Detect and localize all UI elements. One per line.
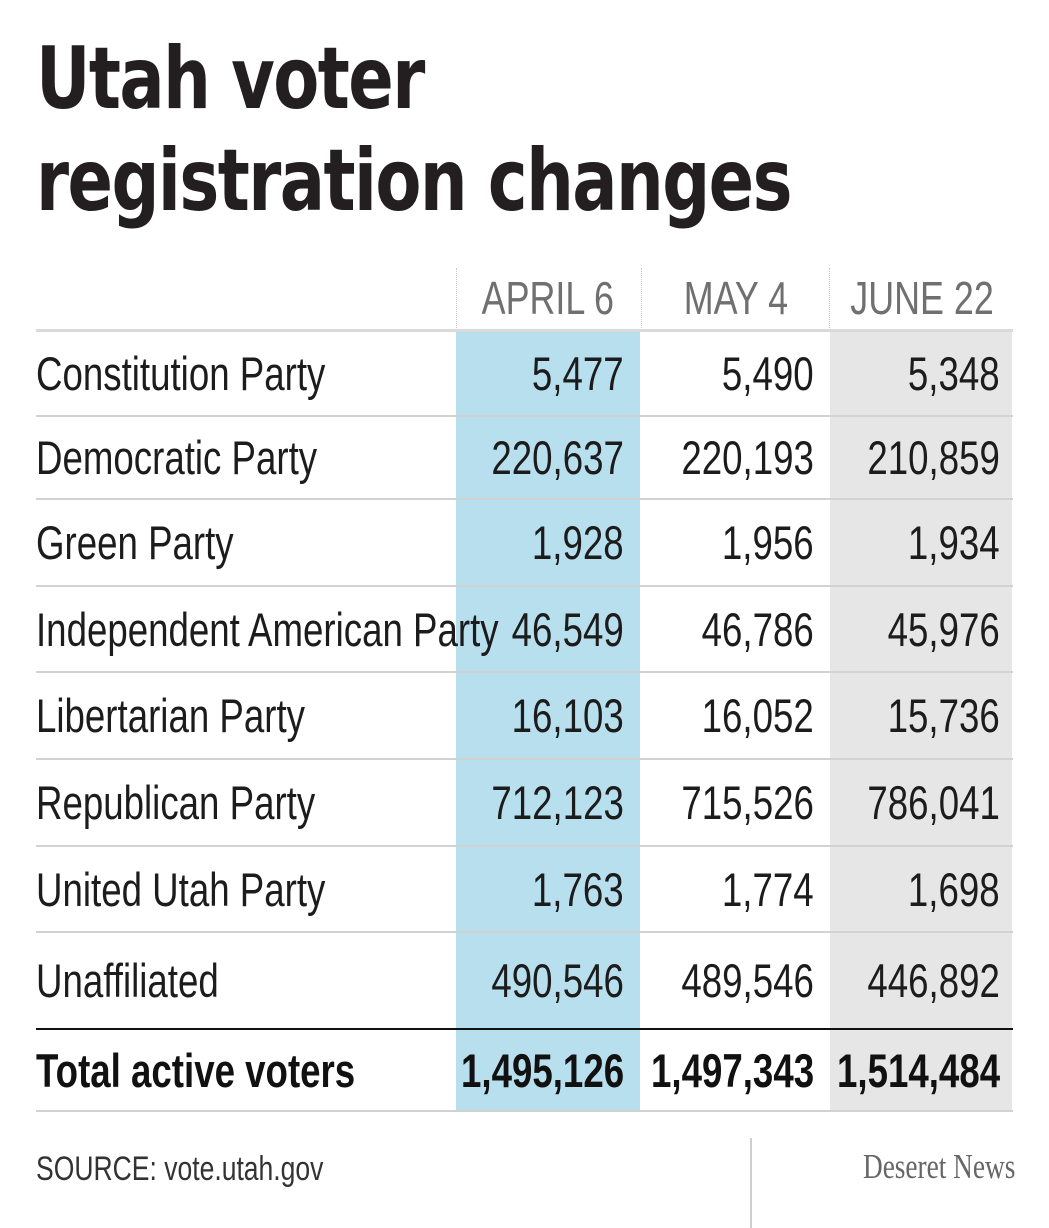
column-header-may: MAY 4 [683,272,789,324]
cell-june: 1,934 [908,516,1000,569]
row-label: Constitution Party [36,347,326,400]
cell-may: 1,774 [722,862,814,916]
total-june: 1,514,484 [836,1043,1000,1097]
row-label: Green Party [36,516,234,569]
cell-april: 490,546 [491,954,624,1007]
title-line-2: registration changes [36,131,793,231]
table-row: Independent American Party 46,549 46,786… [36,587,1013,671]
total-label: Total active voters [36,1043,356,1097]
source-note: SOURCE: vote.utah.gov [36,1150,324,1188]
june-column-highlight [830,330,1012,1111]
table-row: Constitution Party 5,477 5,490 5,348 [36,332,1013,415]
bottom-rule [36,1110,1013,1112]
cell-may: 220,193 [681,431,814,484]
cell-april: 220,637 [491,431,624,484]
table-row: Green Party 1,928 1,956 1,934 [36,500,1013,585]
table-row: United Utah Party 1,763 1,774 1,698 [36,847,1013,931]
cell-june: 15,736 [887,689,1000,742]
total-may: 1,497,343 [650,1043,814,1097]
cell-april: 712,123 [491,776,624,829]
cell-may: 489,546 [681,954,814,1007]
cell-may: 46,786 [701,602,814,656]
row-label: Unaffiliated [36,954,219,1007]
table-row: Republican Party 712,123 715,526 786,041 [36,760,1013,845]
cell-april: 1,763 [532,862,624,916]
row-divider [36,931,1013,933]
deseret-news-logo: Deseret News [862,1147,1015,1186]
cell-may: 16,052 [701,689,814,742]
cell-may: 715,526 [681,776,814,829]
cell-april: 16,103 [511,689,624,742]
row-label: United Utah Party [36,862,326,916]
cell-june: 1,698 [908,862,1000,916]
table-row: Libertarian Party 16,103 16,052 15,736 [36,673,1013,758]
row-divider [36,845,1013,847]
header-divider [829,268,830,330]
cell-may: 5,490 [722,347,814,400]
column-header-june: JUNE 22 [850,272,994,324]
table-row: Democratic Party 220,637 220,193 210,859 [36,417,1013,498]
cell-june: 45,976 [887,602,1000,656]
row-label: Democratic Party [36,431,318,484]
cell-april: 5,477 [532,347,624,400]
total-april: 1,495,126 [460,1043,624,1097]
april-column-highlight [456,330,640,1111]
chart-title: Utah voter registration changes [36,28,1036,232]
row-label: Libertarian Party [36,689,305,742]
row-divider [36,758,1013,760]
table-row: Unaffiliated 490,546 489,546 446,892 [36,933,1013,1028]
header-divider [456,268,457,330]
row-divider [36,671,1013,673]
total-row: Total active voters 1,495,126 1,497,343 … [36,1030,1013,1110]
cell-june: 5,348 [908,347,1000,400]
cell-june: 446,892 [867,954,1000,1007]
total-rule [36,1028,1013,1030]
cell-june: 786,041 [867,776,1000,829]
cell-april: 46,549 [511,602,624,656]
cell-may: 1,956 [722,516,814,569]
row-divider [36,498,1013,500]
header-divider [641,268,642,330]
row-divider [36,415,1013,417]
cell-april: 1,928 [532,516,624,569]
footer-divider [750,1138,752,1228]
row-label: Independent American Party [36,602,499,656]
header-rule [36,329,1013,332]
row-divider [36,585,1013,587]
title-line-1: Utah voter [36,29,425,129]
cell-june: 210,859 [867,431,1000,484]
row-label: Republican Party [36,776,316,829]
column-header-april: APRIL 6 [481,272,615,324]
